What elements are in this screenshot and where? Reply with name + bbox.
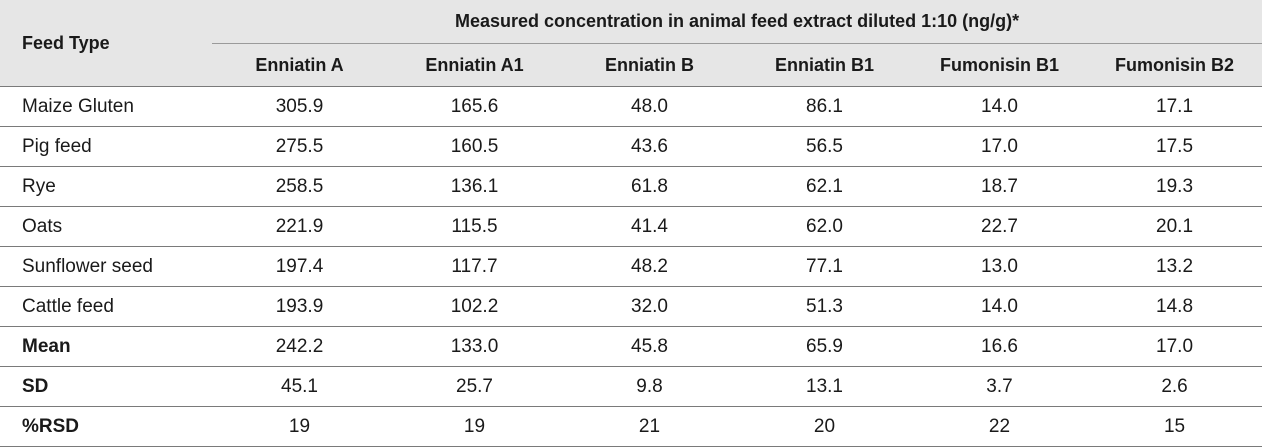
table-cell: 56.5 bbox=[737, 126, 912, 167]
table-cell: 18.7 bbox=[912, 166, 1087, 207]
table-row: Mean 242.2 133.0 45.8 65.9 16.6 17.0 bbox=[0, 326, 1262, 367]
table-cell: 77.1 bbox=[737, 246, 912, 287]
table-cell: 45.1 bbox=[212, 366, 387, 407]
column-header-enniatin-a: Enniatin A bbox=[212, 43, 387, 87]
table-cell: 160.5 bbox=[387, 126, 562, 167]
table-cell: 193.9 bbox=[212, 286, 387, 327]
table-cell: 9.8 bbox=[562, 366, 737, 407]
group-header: Measured concentration in animal feed ex… bbox=[212, 0, 1262, 44]
table-cell: 62.0 bbox=[737, 206, 912, 247]
table-cell: 17.0 bbox=[1087, 326, 1262, 367]
table-cell: 48.0 bbox=[562, 86, 737, 127]
table-cell: 61.8 bbox=[562, 166, 737, 207]
row-label: Oats bbox=[0, 206, 212, 247]
table-cell: 258.5 bbox=[212, 166, 387, 207]
row-label: Cattle feed bbox=[0, 286, 212, 327]
table-cell: 17.0 bbox=[912, 126, 1087, 167]
table-cell: 20.1 bbox=[1087, 206, 1262, 247]
table-cell: 17.5 bbox=[1087, 126, 1262, 167]
table-row: Pig feed 275.5 160.5 43.6 56.5 17.0 17.5 bbox=[0, 126, 1262, 167]
row-label: Mean bbox=[0, 326, 212, 367]
table-cell: 197.4 bbox=[212, 246, 387, 287]
table-cell: 16.6 bbox=[912, 326, 1087, 367]
table-cell: 65.9 bbox=[737, 326, 912, 367]
row-label: Sunflower seed bbox=[0, 246, 212, 287]
table-cell: 305.9 bbox=[212, 86, 387, 127]
table-cell: 15 bbox=[1087, 406, 1262, 447]
table-cell: 221.9 bbox=[212, 206, 387, 247]
table-cell: 86.1 bbox=[737, 86, 912, 127]
table-cell: 2.6 bbox=[1087, 366, 1262, 407]
column-header-enniatin-b1: Enniatin B1 bbox=[737, 43, 912, 87]
row-label: %RSD bbox=[0, 406, 212, 447]
table-row: SD 45.1 25.7 9.8 13.1 3.7 2.6 bbox=[0, 366, 1262, 407]
table-row: Rye 258.5 136.1 61.8 62.1 18.7 19.3 bbox=[0, 166, 1262, 207]
table-cell: 275.5 bbox=[212, 126, 387, 167]
table-cell: 133.0 bbox=[387, 326, 562, 367]
table-row: %RSD 19 19 21 20 22 15 bbox=[0, 406, 1262, 447]
table-header: Feed Type Measured concentration in anim… bbox=[0, 0, 1262, 87]
table-cell: 17.1 bbox=[1087, 86, 1262, 127]
column-header-fumonisin-b2: Fumonisin B2 bbox=[1087, 43, 1262, 87]
table-cell: 22 bbox=[912, 406, 1087, 447]
column-header-fumonisin-b1: Fumonisin B1 bbox=[912, 43, 1087, 87]
table-cell: 115.5 bbox=[387, 206, 562, 247]
table-cell: 41.4 bbox=[562, 206, 737, 247]
table-row: Cattle feed 193.9 102.2 32.0 51.3 14.0 14.8 bbox=[0, 286, 1262, 327]
table-cell: 62.1 bbox=[737, 166, 912, 207]
column-header-enniatin-b: Enniatin B bbox=[562, 43, 737, 87]
row-label: Pig feed bbox=[0, 126, 212, 167]
table-cell: 19 bbox=[387, 406, 562, 447]
table-row: Sunflower seed 197.4 117.7 48.2 77.1 13.0 13.2 bbox=[0, 246, 1262, 287]
table-cell: 45.8 bbox=[562, 326, 737, 367]
table-row: Maize Gluten 305.9 165.6 48.0 86.1 14.0 17.1 bbox=[0, 86, 1262, 127]
table-cell: 3.7 bbox=[912, 366, 1087, 407]
table-cell: 20 bbox=[737, 406, 912, 447]
table-cell: 14.0 bbox=[912, 86, 1087, 127]
table-cell: 14.0 bbox=[912, 286, 1087, 327]
table-cell: 19.3 bbox=[1087, 166, 1262, 207]
table-cell: 32.0 bbox=[562, 286, 737, 327]
table-cell: 117.7 bbox=[387, 246, 562, 287]
table-row: Oats 221.9 115.5 41.4 62.0 22.7 20.1 bbox=[0, 206, 1262, 247]
table-cell: 48.2 bbox=[562, 246, 737, 287]
table-cell: 21 bbox=[562, 406, 737, 447]
feed-type-header: Feed Type bbox=[0, 0, 212, 87]
table-cell: 13.1 bbox=[737, 366, 912, 407]
table-cell: 13.2 bbox=[1087, 246, 1262, 287]
table-cell: 22.7 bbox=[912, 206, 1087, 247]
row-label: Rye bbox=[0, 166, 212, 207]
row-label: Maize Gluten bbox=[0, 86, 212, 127]
table-cell: 14.8 bbox=[1087, 286, 1262, 327]
table-cell: 102.2 bbox=[387, 286, 562, 327]
table-cell: 136.1 bbox=[387, 166, 562, 207]
table-cell: 165.6 bbox=[387, 86, 562, 127]
table-body: Maize Gluten 305.9 165.6 48.0 86.1 14.0 17.1 Pi… bbox=[0, 86, 1262, 447]
table-cell: 25.7 bbox=[387, 366, 562, 407]
table-cell: 19 bbox=[212, 406, 387, 447]
row-label: SD bbox=[0, 366, 212, 407]
table-cell: 242.2 bbox=[212, 326, 387, 367]
table-cell: 43.6 bbox=[562, 126, 737, 167]
table-cell: 13.0 bbox=[912, 246, 1087, 287]
column-header-enniatin-a1: Enniatin A1 bbox=[387, 43, 562, 87]
table-cell: 51.3 bbox=[737, 286, 912, 327]
